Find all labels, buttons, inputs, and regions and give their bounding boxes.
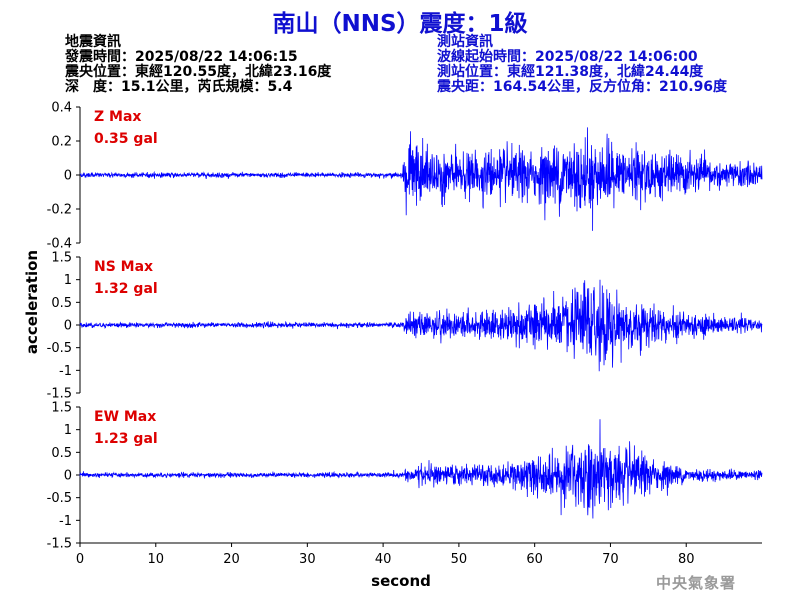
quake-origin-time: 發震時間：2025/08/22 14:06:15 — [65, 49, 298, 65]
y-tick-label: 0.4 — [51, 101, 72, 116]
quake-info: 地震資訊 發震時間：2025/08/22 14:06:15 震央位置：東經120… — [65, 35, 331, 95]
y-tick-label: 0.5 — [51, 296, 72, 311]
y-tick-label: -0.4 — [47, 237, 72, 252]
x-tick-label: 80 — [678, 552, 695, 567]
x-tick-label: 70 — [602, 552, 619, 567]
y-tick-label: 1.5 — [51, 401, 72, 416]
station-location: 測站位置：東經121.38度，北緯24.44度 — [437, 64, 704, 80]
y-tick-label: -1.5 — [47, 537, 72, 552]
x-tick-label: 0 — [76, 552, 84, 567]
station-info: 測站資訊 波線起始時間：2025/08/22 14:06:00 測站位置：東經1… — [437, 35, 727, 95]
y-tick-label: 1.5 — [51, 251, 72, 266]
y-tick-label: -1 — [59, 364, 72, 379]
quake-info-heading: 地震資訊 — [65, 34, 121, 50]
y-tick-label: 1 — [64, 423, 72, 438]
y-tick-label: 0.2 — [51, 135, 72, 150]
quake-depth-magnitude: 深 度：15.1公里，芮氏規模：5.4 — [65, 79, 293, 95]
y-tick-label: -1.5 — [47, 387, 72, 402]
x-tick-label: 50 — [451, 552, 468, 567]
x-tick-label: 30 — [299, 552, 316, 567]
max-label-ew: EW Max — [94, 409, 156, 425]
y-tick-label: 0 — [64, 319, 72, 334]
page-title: 南山（NNS）震度：1級 — [272, 11, 528, 37]
y-tick-label: 0 — [64, 469, 72, 484]
y-tick-label: -0.5 — [47, 491, 72, 506]
y-tick-label: -0.5 — [47, 341, 72, 356]
y-axis-title: acceleration — [23, 250, 41, 354]
waveform-ew-trace — [79, 419, 763, 519]
epicentral-distance: 震央距：164.54公里，反方位角：210.96度 — [437, 79, 728, 95]
max-label-ns: NS Max — [94, 259, 153, 275]
y-tick-label: 0 — [64, 169, 72, 184]
waveform-ns-trace — [79, 279, 763, 372]
y-tick-label: 1 — [64, 273, 72, 288]
agency-watermark: 中央氣象署 — [656, 574, 737, 592]
x-tick-label: 10 — [148, 552, 165, 567]
x-tick-label: 20 — [223, 552, 240, 567]
quake-epicenter: 震央位置：東經120.55度，北緯23.16度 — [65, 64, 332, 80]
y-tick-label: -1 — [59, 514, 72, 529]
x-tick-label: 60 — [526, 552, 543, 567]
max-value-z: 0.35 gal — [94, 131, 158, 147]
max-label-z: Z Max — [94, 109, 141, 125]
y-tick-label: -0.2 — [47, 203, 72, 218]
max-value-ns: 1.32 gal — [94, 281, 158, 297]
max-value-ew: 1.23 gal — [94, 431, 158, 447]
waveform-start-time: 波線起始時間：2025/08/22 14:06:00 — [437, 49, 698, 65]
x-tick-label: 40 — [375, 552, 392, 567]
x-axis-title: second — [371, 572, 431, 590]
waveform-z-trace — [79, 127, 763, 231]
y-tick-label: 0.5 — [51, 446, 72, 461]
station-info-heading: 測站資訊 — [437, 34, 493, 50]
